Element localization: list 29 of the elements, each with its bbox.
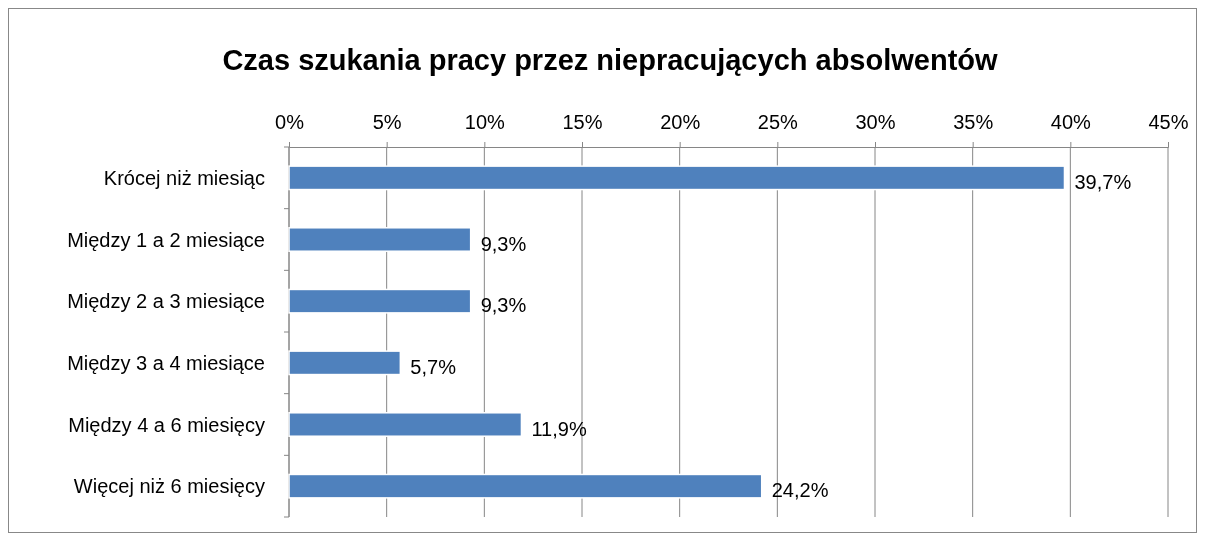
y-tick-label: Więcej niż 6 miesięcy — [73, 475, 265, 498]
y-tick-label: Krócej niż miesiąc — [103, 166, 265, 189]
bar — [288, 165, 1066, 191]
y-tick-label: Między 1 a 2 miesiące — [67, 228, 265, 251]
x-tick-label: 45% — [1148, 111, 1189, 133]
bar — [288, 412, 523, 437]
x-tick-label: 25% — [757, 111, 799, 133]
y-tick-label: Między 2 a 3 miesiące — [67, 290, 265, 313]
data-label: 5,7% — [410, 355, 457, 378]
x-tick-label: 5% — [372, 111, 402, 133]
x-tick-label: 40% — [1050, 111, 1092, 133]
x-tick-label: 30% — [855, 111, 896, 133]
bar — [288, 473, 763, 499]
x-tick-label: 20% — [660, 111, 701, 133]
y-tick-label: Między 3 a 4 miesiące — [67, 351, 265, 374]
x-tick-label: 10% — [464, 111, 506, 133]
bar — [288, 350, 402, 376]
bar — [288, 288, 472, 314]
data-label: 24,2% — [771, 479, 829, 502]
y-tick-label: Między 4 a 6 miesięcy — [68, 413, 265, 436]
data-label: 39,7% — [1074, 170, 1132, 193]
x-tick-label: 15% — [562, 111, 603, 133]
bar — [288, 227, 472, 252]
data-label: 9,3% — [480, 294, 527, 317]
x-tick-label: 0% — [275, 111, 305, 133]
chart-title: Czas szukania pracy przez niepracujących absolwentów — [222, 44, 999, 76]
x-tick-label: 35% — [953, 111, 994, 133]
data-label: 11,9% — [531, 417, 587, 440]
data-label: 9,3% — [480, 232, 527, 255]
